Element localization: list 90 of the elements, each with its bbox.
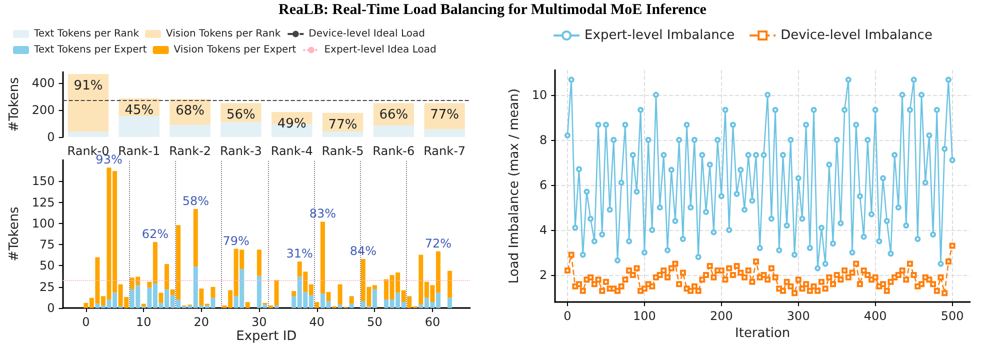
x-tick-label: 30 — [252, 315, 267, 329]
x-tick-label: 40 — [309, 315, 325, 329]
x-tick-label: Rank-2 — [169, 144, 212, 158]
annotation: 77% — [430, 108, 460, 123]
y-axis-title: #Tokens — [7, 76, 22, 132]
annotation: 31% — [286, 246, 313, 260]
x-tick-label: Rank-6 — [372, 144, 415, 158]
annotation: 72% — [424, 236, 452, 250]
bar — [245, 302, 250, 308]
y-tick-label: 4 — [540, 222, 548, 237]
annotation: 83% — [309, 206, 336, 221]
annotation: 58% — [182, 194, 209, 208]
x-tick-label: 100 — [632, 309, 656, 324]
x-tick-label: 300 — [786, 309, 810, 324]
bar — [349, 304, 354, 308]
bar — [424, 103, 465, 130]
y-tick-label: 10 — [532, 88, 548, 102]
legend-label: Expert-level Imbalance — [584, 28, 735, 43]
legend-label: Vision Tokens per Expert — [174, 44, 296, 56]
legend-label: Text Tokens per Expert — [33, 44, 147, 56]
annotation: 79% — [222, 234, 250, 248]
x-tick-label: 60 — [424, 315, 440, 329]
bar — [292, 291, 296, 296]
legend-label: Vision Tokens per Rank — [166, 28, 281, 40]
annotation: 66% — [379, 108, 408, 123]
bar — [170, 124, 210, 137]
x-tick-label: 0 — [564, 309, 572, 324]
bar — [338, 284, 342, 305]
bar — [268, 305, 273, 308]
y-tick-label: 200 — [32, 102, 55, 117]
legend-label: Device-level Ideal Load — [308, 28, 425, 40]
annotation: 68% — [176, 104, 205, 119]
bar — [424, 129, 465, 137]
y-tick-label: 400 — [32, 76, 55, 90]
x-axis-title: Expert ID — [236, 329, 297, 344]
x-tick-label: Rank-3 — [220, 144, 262, 158]
bar — [314, 302, 320, 308]
annotation: 84% — [350, 244, 376, 258]
y-tick-label: 8 — [540, 132, 548, 147]
y-tick-label: 125 — [32, 195, 55, 210]
bar — [158, 292, 164, 303]
bar — [141, 304, 146, 306]
bar — [210, 286, 216, 298]
legend-label: Device-level Imbalance — [780, 28, 932, 43]
x-tick-label: 400 — [864, 309, 887, 324]
bar — [164, 264, 170, 290]
annotation: 56% — [226, 108, 256, 123]
bar — [274, 305, 279, 308]
x-axis-title: Iteration — [735, 326, 790, 341]
bar — [322, 131, 364, 137]
bar — [448, 270, 452, 298]
y-tick-label: 25 — [40, 280, 55, 294]
annotation: 77% — [328, 117, 358, 132]
bar — [193, 209, 198, 267]
annotation: 49% — [277, 116, 306, 132]
y-tick-label: 2 — [540, 268, 548, 282]
x-tick-label: 500 — [940, 309, 964, 324]
x-tick-label: Rank-7 — [424, 144, 466, 158]
bar — [338, 304, 342, 308]
bar — [220, 122, 262, 137]
y-axis-title: Load Imbalance (max / mean) — [507, 88, 522, 284]
x-tick-label: Rank-5 — [322, 144, 364, 158]
y-tick-label: 100 — [32, 216, 55, 230]
legend-label: Text Tokens per Rank — [33, 28, 140, 40]
bar — [256, 250, 262, 276]
annotation: 45% — [124, 102, 154, 118]
annotation: 62% — [142, 227, 169, 242]
bar — [68, 74, 109, 132]
bar — [118, 116, 160, 137]
bar — [274, 280, 279, 306]
bar — [349, 296, 354, 304]
x-tick-label: 0 — [82, 315, 90, 329]
x-tick-label: Rank-4 — [270, 144, 313, 158]
y-tick-label: 0 — [47, 130, 55, 144]
bar — [373, 125, 414, 137]
y-tick-label: 6 — [540, 178, 548, 192]
y-tick-label: 75 — [40, 238, 55, 252]
bar — [448, 298, 452, 308]
x-tick-label: 50 — [367, 315, 382, 329]
y-tick-label: 150 — [32, 174, 55, 188]
bar — [68, 132, 109, 137]
x-tick-label: 200 — [710, 309, 733, 324]
y-tick-label: 50 — [40, 258, 55, 273]
x-tick-label: Rank-1 — [118, 144, 160, 158]
x-tick-label: 20 — [194, 315, 210, 329]
annotation: 91% — [74, 78, 103, 94]
legend-label: Expert-level Idea Load — [324, 44, 436, 56]
chart-title: ReaLB: Real-Time Load Balancing for Multimodal MoE Inference — [278, 2, 708, 19]
y-axis-title: #Tokens — [7, 206, 22, 262]
x-tick-label: 10 — [136, 315, 152, 329]
